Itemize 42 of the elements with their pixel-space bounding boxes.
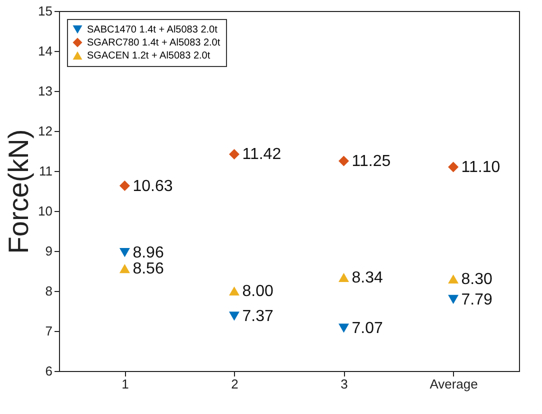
data-label: 11.42 (242, 146, 282, 164)
data-label: 8.00 (242, 283, 274, 300)
y-tick-label: 14 (38, 44, 52, 58)
point (338, 156, 350, 166)
y-tick-label: 15 (38, 4, 52, 18)
y-tick-label: 12 (38, 124, 52, 138)
legend-label: SGACEN 1.2t + Al5083 2.0t (87, 50, 210, 62)
x-tick-label: Average (430, 376, 478, 392)
point (338, 324, 350, 333)
data-label: 8.56 (132, 260, 164, 278)
data-label: 7.37 (242, 308, 274, 326)
point (119, 264, 130, 274)
data-label: 11.10 (461, 159, 500, 176)
x-tick-label: 2 (231, 376, 238, 392)
y-tick-label: 13 (38, 84, 52, 98)
y-tick-label: 7 (45, 324, 52, 338)
data-label: 10.63 (132, 178, 173, 195)
legend-label: SABC1470 1.4t + Al5083 2.0t (87, 24, 218, 36)
data-label: 8.34 (352, 269, 384, 286)
data-label: 11.25 (352, 153, 391, 170)
legend-label: SGARC780 1.4t + Al5083 2.0t (87, 38, 220, 48)
data-label: 8.30 (461, 271, 493, 288)
y-tick-label: 6 (45, 364, 52, 378)
data-label: 7.79 (461, 291, 493, 308)
point (228, 148, 240, 160)
data-label: 8.96 (132, 244, 164, 262)
point (119, 248, 130, 258)
x-tick-label: 3 (340, 376, 348, 392)
point (228, 312, 240, 321)
x-tick-label: 1 (122, 376, 129, 392)
y-tick-label: 9 (45, 244, 52, 258)
point (228, 286, 240, 296)
point (448, 294, 459, 304)
y-tick-label: 10 (38, 204, 52, 218)
y-tick-label: 8 (45, 284, 52, 298)
point (338, 272, 350, 282)
data-label: 7.07 (352, 320, 384, 338)
y-axis-title: Force(kN) (3, 129, 34, 254)
point (448, 162, 459, 172)
y-tick-label: 11 (39, 164, 52, 178)
point (119, 180, 130, 192)
point (448, 274, 459, 284)
